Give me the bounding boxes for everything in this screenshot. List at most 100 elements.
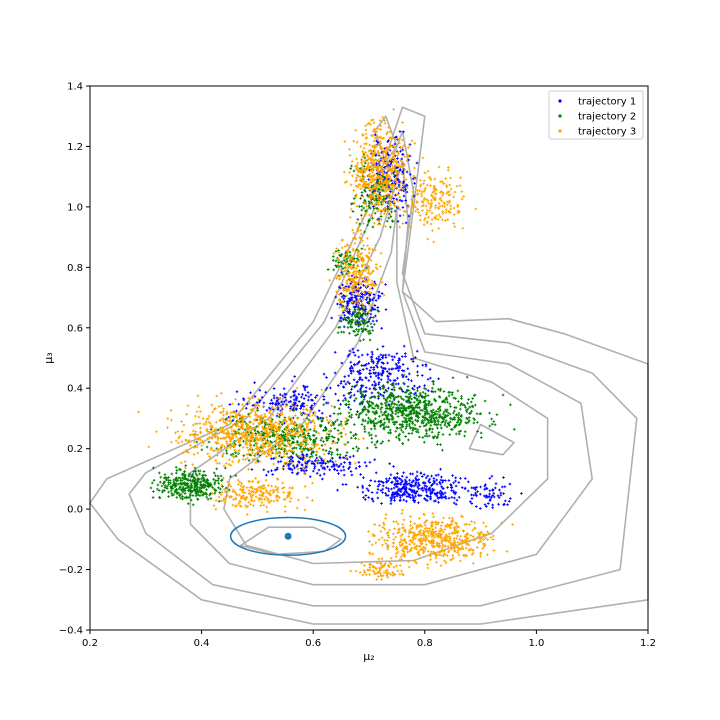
scatter-point [373,427,377,431]
scatter-point [399,168,402,171]
scatter-point [350,318,354,321]
scatter-point [361,490,365,494]
scatter-point [431,427,434,431]
scatter-point [283,450,286,453]
scatter-point [382,197,386,201]
scatter-point [424,498,428,502]
scatter-point [364,328,368,331]
scatter-point [402,398,405,402]
scatter-point [269,440,272,443]
scatter-point [349,396,352,399]
scatter-point [470,497,474,500]
scatter-point [282,387,286,390]
scatter-point [307,432,310,435]
scatter-point [396,157,399,160]
scatter-point [423,386,426,390]
scatter-point [376,496,380,500]
scatter-point [270,457,273,460]
scatter-point [497,496,501,499]
scatter-point [277,447,281,450]
scatter-point [285,452,289,456]
scatter-point [355,413,358,416]
scatter-point [368,372,371,375]
scatter-point [283,400,286,403]
scatter-point [337,465,340,468]
scatter-point [419,494,423,497]
scatter-point [235,409,238,413]
scatter-point [349,282,353,285]
scatter-point [424,476,428,480]
scatter-point [288,456,292,459]
scatter-point [243,428,247,432]
scatter-point [438,413,442,416]
scatter-point [399,386,402,390]
scatter-point [405,423,409,427]
scatter-point [373,133,377,137]
scatter-point [425,499,429,502]
scatter-point [364,386,368,389]
scatter-point [496,494,500,497]
scatter-point [408,493,412,496]
scatter-point [302,402,306,405]
scatter-point [362,408,365,412]
scatter-point [388,418,391,421]
scatter-point [381,481,385,484]
scatter-point [380,361,384,364]
scatter-point [258,400,261,404]
scatter-point [374,471,378,475]
scatter-point [310,407,313,411]
scatter-point [340,295,344,299]
scatter-point [332,436,336,439]
scatter-point [424,387,428,391]
scatter-point [390,388,394,391]
scatter-point [394,367,398,370]
scatter-point [265,473,268,477]
scatter-point [463,404,466,407]
scatter-point [387,367,391,371]
scatter-point [450,393,454,396]
scatter-point [357,324,361,328]
scatter-point [484,496,488,499]
scatter-point [377,359,381,363]
scatter-point [467,480,470,484]
scatter-point [342,311,345,314]
scatter-point [401,363,405,366]
scatter-point [393,173,396,177]
scatter-point [331,460,334,464]
scatter-point [393,423,396,426]
scatter-point [385,171,388,175]
scatter-point [337,437,340,441]
scatter-point [364,498,367,501]
scatter-point [309,393,313,397]
scatter-point [308,475,312,478]
scatter-point [324,449,328,452]
scatter-point [350,473,354,477]
scatter-point [318,474,322,477]
scatter-point [409,472,412,476]
scatter-point [390,402,394,405]
scatter-point [425,487,428,491]
scatter-point [396,427,399,430]
scatter-point [363,430,367,433]
scatter-point [283,392,287,396]
scatter-point [429,424,433,427]
scatter-point [395,435,398,439]
scatter-point [328,468,331,472]
scatter-point [350,416,353,419]
scatter-point [343,461,346,464]
scatter-point [391,411,394,415]
scatter-point [338,453,342,457]
scatter-point [460,419,463,423]
scatter-point [458,432,461,436]
scatter-point [453,409,456,413]
scatter-point [377,371,380,375]
scatter-point [424,363,428,366]
scatter-point [289,458,293,461]
scatter-point [361,486,365,490]
scatter-point [400,199,404,203]
scatter-point [387,487,390,490]
scatter-point [270,441,274,444]
scatter-point [315,472,319,475]
scatter-point [460,414,463,417]
scatter-point [385,417,389,421]
